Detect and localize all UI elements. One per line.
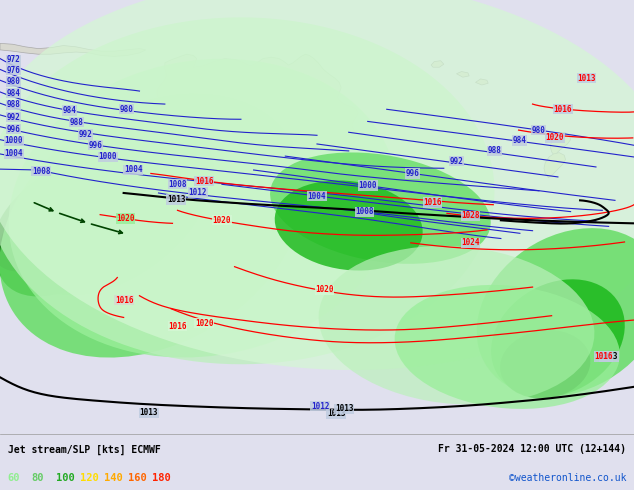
Text: 140: 140 — [104, 472, 123, 483]
Text: 1016: 1016 — [115, 295, 134, 305]
Text: 1013: 1013 — [335, 404, 354, 414]
Ellipse shape — [0, 94, 305, 358]
Ellipse shape — [0, 154, 155, 296]
Text: 120: 120 — [80, 472, 99, 483]
Text: 988: 988 — [488, 147, 501, 155]
Text: 160: 160 — [128, 472, 147, 483]
Polygon shape — [550, 132, 571, 156]
Text: 1008: 1008 — [168, 180, 187, 189]
Text: 1004: 1004 — [4, 149, 23, 158]
Ellipse shape — [9, 59, 397, 358]
Text: 984: 984 — [513, 136, 527, 145]
Ellipse shape — [15, 121, 214, 295]
Text: 1016: 1016 — [594, 352, 613, 361]
Text: 1028: 1028 — [461, 212, 480, 220]
Text: 1004: 1004 — [124, 166, 143, 174]
Text: 984: 984 — [7, 89, 21, 98]
Text: 996: 996 — [405, 169, 419, 178]
Text: 1020: 1020 — [195, 318, 214, 328]
Text: 996: 996 — [7, 125, 21, 134]
Text: 1008: 1008 — [355, 207, 374, 216]
Text: 1020: 1020 — [545, 133, 564, 143]
Polygon shape — [0, 44, 146, 56]
Text: 1020: 1020 — [315, 285, 334, 294]
Text: 980: 980 — [120, 105, 134, 114]
Text: 1013: 1013 — [139, 408, 158, 417]
Polygon shape — [456, 72, 469, 77]
Text: 980: 980 — [532, 125, 546, 135]
Ellipse shape — [394, 285, 620, 409]
Text: 996: 996 — [88, 141, 102, 150]
Text: 1016: 1016 — [195, 177, 214, 186]
Text: 1013: 1013 — [327, 409, 346, 418]
Text: 80: 80 — [32, 472, 44, 483]
Ellipse shape — [491, 279, 624, 397]
Text: 1013: 1013 — [599, 352, 618, 361]
Text: 972: 972 — [7, 55, 21, 64]
Text: Jet stream/SLP [kts] ECMWF: Jet stream/SLP [kts] ECMWF — [8, 444, 160, 455]
Text: 976: 976 — [7, 66, 21, 75]
Text: 980: 980 — [7, 77, 21, 86]
Text: 1024: 1024 — [461, 238, 480, 247]
Text: 1008: 1008 — [32, 167, 51, 176]
Text: 1000: 1000 — [4, 136, 23, 146]
Text: 60: 60 — [8, 472, 20, 483]
Text: 992: 992 — [450, 157, 463, 166]
Text: 100: 100 — [56, 472, 75, 483]
Ellipse shape — [0, 0, 634, 370]
Ellipse shape — [477, 228, 634, 396]
Text: 1016: 1016 — [168, 321, 187, 331]
Text: 1013: 1013 — [167, 195, 186, 204]
Ellipse shape — [0, 162, 110, 271]
Ellipse shape — [270, 152, 491, 264]
Text: 1016: 1016 — [553, 105, 573, 114]
Text: 984: 984 — [63, 106, 77, 115]
Ellipse shape — [0, 17, 495, 364]
Ellipse shape — [500, 330, 590, 398]
Text: 1020: 1020 — [212, 216, 231, 225]
Text: 1012: 1012 — [188, 188, 207, 197]
Polygon shape — [147, 54, 363, 197]
Text: 988: 988 — [69, 118, 83, 127]
Text: 988: 988 — [7, 100, 21, 109]
Polygon shape — [544, 153, 566, 178]
Text: ©weatheronline.co.uk: ©weatheronline.co.uk — [509, 472, 626, 483]
Polygon shape — [293, 197, 312, 215]
Text: 992: 992 — [79, 130, 93, 139]
Text: 1000: 1000 — [358, 181, 377, 190]
Ellipse shape — [275, 180, 423, 270]
Ellipse shape — [318, 246, 595, 405]
Text: 1016: 1016 — [423, 198, 442, 207]
Text: 1012: 1012 — [311, 402, 330, 411]
Text: 180: 180 — [152, 472, 171, 483]
Text: 1000: 1000 — [98, 152, 117, 162]
Text: Fr 31-05-2024 12:00 UTC (12+144): Fr 31-05-2024 12:00 UTC (12+144) — [438, 444, 626, 454]
Polygon shape — [476, 79, 488, 85]
Text: 992: 992 — [7, 113, 21, 122]
Text: 1020: 1020 — [116, 214, 135, 223]
Polygon shape — [431, 61, 444, 67]
Text: 1004: 1004 — [307, 192, 327, 200]
Text: 1013: 1013 — [577, 74, 596, 82]
